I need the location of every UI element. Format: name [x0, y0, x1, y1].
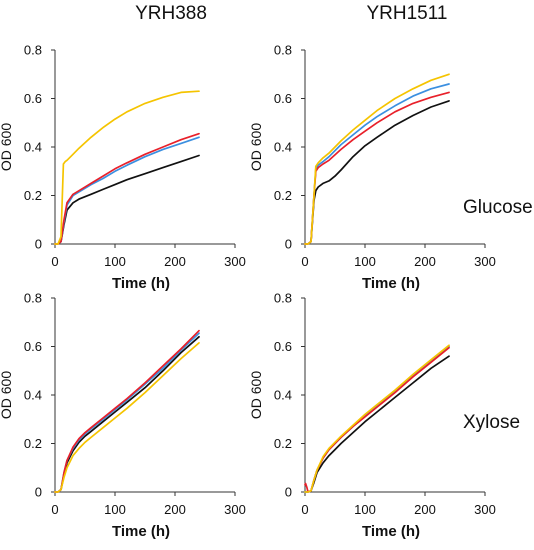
y-tick-label: 0.8 [24, 291, 42, 306]
y-tick-label: 0.6 [274, 339, 292, 354]
series-line-black [304, 355, 450, 493]
y-tick-label: 0 [285, 237, 292, 252]
x-tick-label: 200 [414, 254, 436, 269]
chart-yrh1511-xylose: 0 0.2 0.4 0.6 0.8 0 100 200 300 Time (h) OD 600 [248, 291, 496, 541]
y-tick-label: 0.4 [24, 388, 42, 403]
x-tick-label: 100 [354, 502, 376, 517]
series-line-red [304, 346, 450, 493]
y-tick-label: 0.6 [24, 91, 42, 106]
y-tick-label: 0.4 [24, 140, 42, 155]
y-tick-label: 0.2 [24, 436, 42, 451]
x-tick-label: 0 [51, 254, 58, 269]
column-title-yrh388: YRH388 [135, 3, 207, 24]
y-axis-label: OD 600 [248, 123, 264, 171]
series-line-yellow [304, 73, 450, 245]
y-tick-label: 0.8 [24, 43, 42, 58]
series-line-black [54, 154, 200, 245]
column-title-yrh1511: YRH1511 [366, 3, 448, 24]
x-tick-label: 200 [164, 502, 186, 517]
x-tick-label: 100 [104, 502, 126, 517]
series-line-yellow [304, 344, 450, 493]
series-line-blue [304, 345, 450, 493]
x-tick-label: 100 [104, 254, 126, 269]
x-axis-label: Time (h) [362, 523, 420, 540]
y-tick-label: 0.2 [24, 188, 42, 203]
row-label-glucose: Glucose [463, 197, 533, 218]
y-axis-label: OD 600 [248, 371, 264, 419]
x-tick-label: 200 [414, 502, 436, 517]
series-line-black [54, 335, 200, 493]
series-line-blue [54, 136, 200, 245]
series-line-yellow [54, 90, 200, 245]
x-tick-label: 200 [164, 254, 186, 269]
y-tick-label: 0.4 [274, 140, 292, 155]
row-label-xylose: Xylose [463, 412, 521, 433]
y-axis-label: OD 600 [0, 371, 14, 419]
x-tick-label: 300 [224, 502, 246, 517]
series-line-yellow [54, 342, 200, 493]
y-tick-label: 0.8 [274, 43, 292, 58]
y-tick-label: 0.6 [274, 91, 292, 106]
y-tick-label: 0.8 [274, 291, 292, 306]
y-tick-label: 0 [35, 485, 42, 500]
series-line-red [54, 132, 200, 245]
x-tick-label: 300 [224, 254, 246, 269]
y-tick-label: 0.4 [274, 388, 292, 403]
x-axis-label: Time (h) [362, 275, 420, 292]
x-tick-label: 0 [301, 502, 308, 517]
x-tick-label: 100 [354, 254, 376, 269]
y-tick-label: 0.6 [24, 339, 42, 354]
y-tick-label: 0.2 [274, 188, 292, 203]
x-axis-label: Time (h) [112, 523, 170, 540]
x-tick-label: 300 [474, 502, 496, 517]
x-tick-label: 300 [474, 254, 496, 269]
y-tick-label: 0.2 [274, 436, 292, 451]
y-axis-label: OD 600 [0, 123, 14, 171]
series-line-red [304, 91, 450, 245]
x-axis-label: Time (h) [112, 275, 170, 292]
y-tick-label: 0 [35, 237, 42, 252]
y-tick-label: 0 [285, 485, 292, 500]
x-tick-label: 0 [51, 502, 58, 517]
chart-yrh388-glucose: 0 0.2 0.4 0.6 0.8 0 100 200 300 Time (h) OD 600 [0, 43, 246, 293]
x-tick-label: 0 [301, 254, 308, 269]
chart-yrh1511-glucose: 0 0.2 0.4 0.6 0.8 0 100 200 300 Time (h) OD 600 [248, 43, 496, 293]
chart-yrh388-xylose: 0 0.2 0.4 0.6 0.8 0 100 200 300 Time (h) OD 600 [0, 291, 246, 541]
